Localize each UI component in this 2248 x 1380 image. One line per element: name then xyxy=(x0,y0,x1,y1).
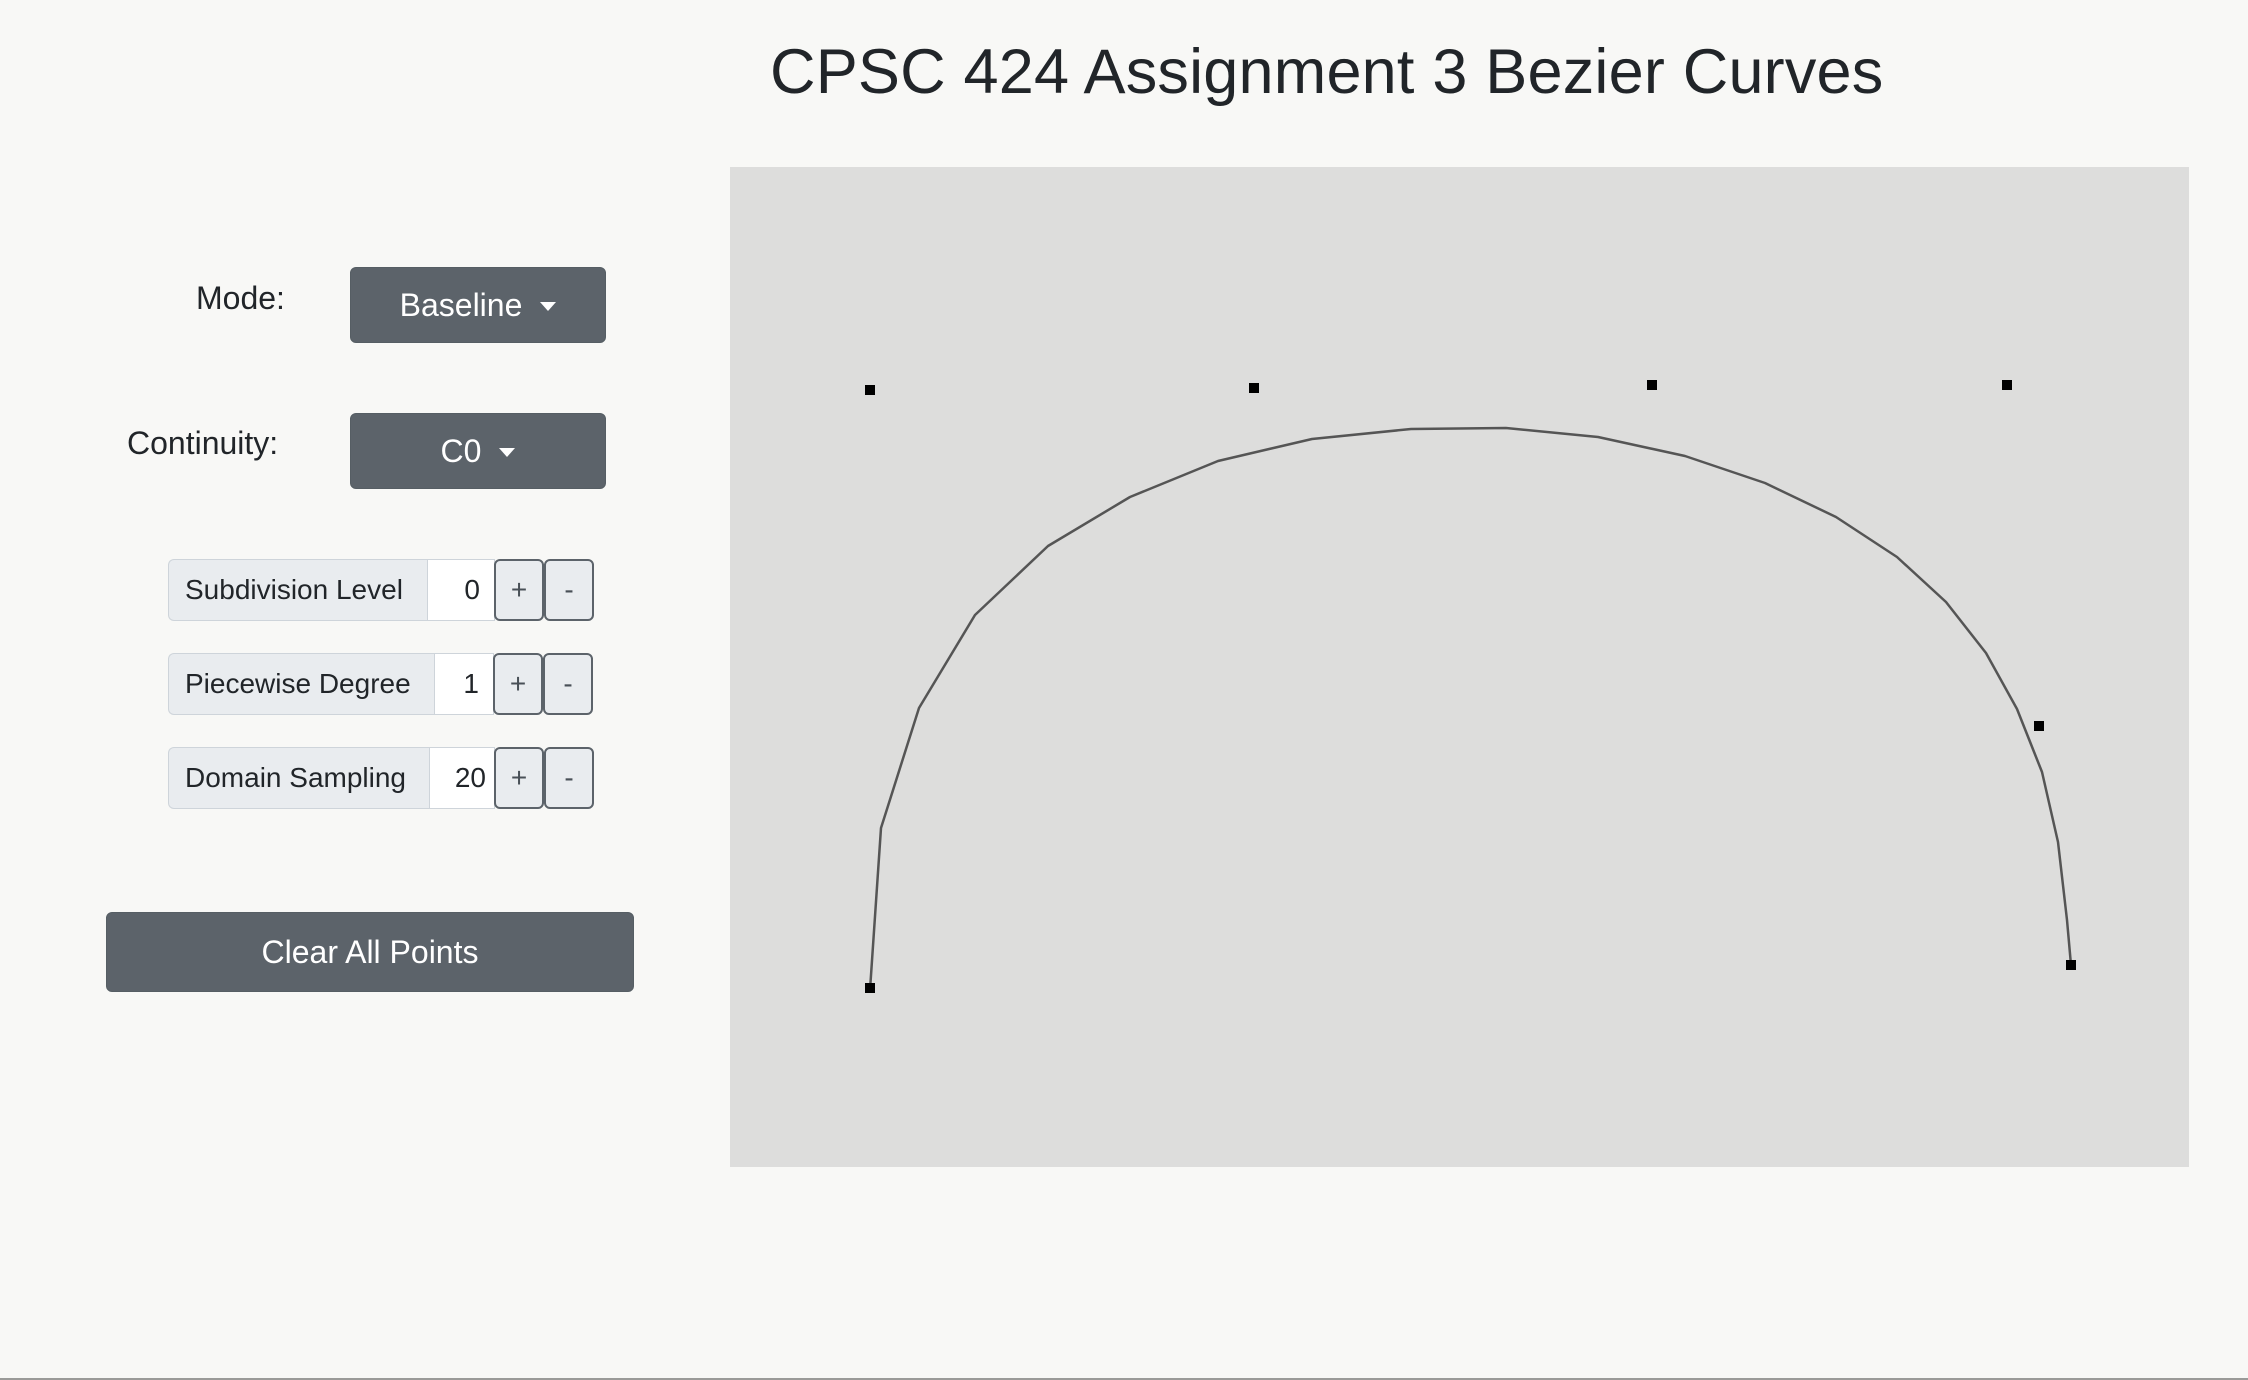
bezier-curve xyxy=(868,426,2073,991)
mode-dropdown-value: Baseline xyxy=(399,286,523,323)
piecewise-degree-input[interactable]: 1 xyxy=(434,653,494,715)
degree-increment-button[interactable]: + xyxy=(493,653,543,715)
degree-decrement-button[interactable]: - xyxy=(543,653,593,715)
control-point[interactable] xyxy=(2002,380,2012,390)
clear-all-points-button[interactable]: Clear All Points xyxy=(106,912,634,992)
continuity-label: Continuity: xyxy=(127,425,279,461)
subdivision-level-label: Subdivision Level xyxy=(168,559,427,621)
control-point[interactable] xyxy=(2066,960,2076,970)
sampling-increment-button[interactable]: + xyxy=(494,747,544,809)
control-point[interactable] xyxy=(1647,380,1657,390)
domain-sampling-label: Domain Sampling xyxy=(168,747,429,809)
caret-down-icon xyxy=(499,447,516,457)
caret-down-icon xyxy=(540,301,557,311)
subdivision-decrement-button[interactable]: - xyxy=(544,559,594,621)
piecewise-degree-label: Piecewise Degree xyxy=(168,653,434,715)
bottom-divider xyxy=(0,1378,2248,1380)
domain-sampling-input[interactable]: 20 xyxy=(429,747,495,809)
control-point[interactable] xyxy=(865,983,875,993)
drawing-canvas[interactable] xyxy=(730,167,2189,1167)
control-point[interactable] xyxy=(2034,721,2044,731)
mode-label: Mode: xyxy=(196,280,285,316)
subdivision-level-group: Subdivision Level 0 + - xyxy=(168,559,594,621)
subdivision-increment-button[interactable]: + xyxy=(494,559,544,621)
control-point[interactable] xyxy=(1249,383,1259,393)
page-title: CPSC 424 Assignment 3 Bezier Curves xyxy=(770,37,1884,107)
curve-canvas-svg[interactable] xyxy=(730,167,2189,1167)
sampling-decrement-button[interactable]: - xyxy=(544,747,594,809)
piecewise-degree-group: Piecewise Degree 1 + - xyxy=(168,653,593,715)
mode-dropdown[interactable]: Baseline xyxy=(350,267,606,343)
domain-sampling-group: Domain Sampling 20 + - xyxy=(168,747,594,809)
subdivision-level-input[interactable]: 0 xyxy=(427,559,495,621)
continuity-dropdown[interactable]: C0 xyxy=(350,413,606,489)
control-point[interactable] xyxy=(865,385,875,395)
continuity-dropdown-value: C0 xyxy=(440,432,482,469)
